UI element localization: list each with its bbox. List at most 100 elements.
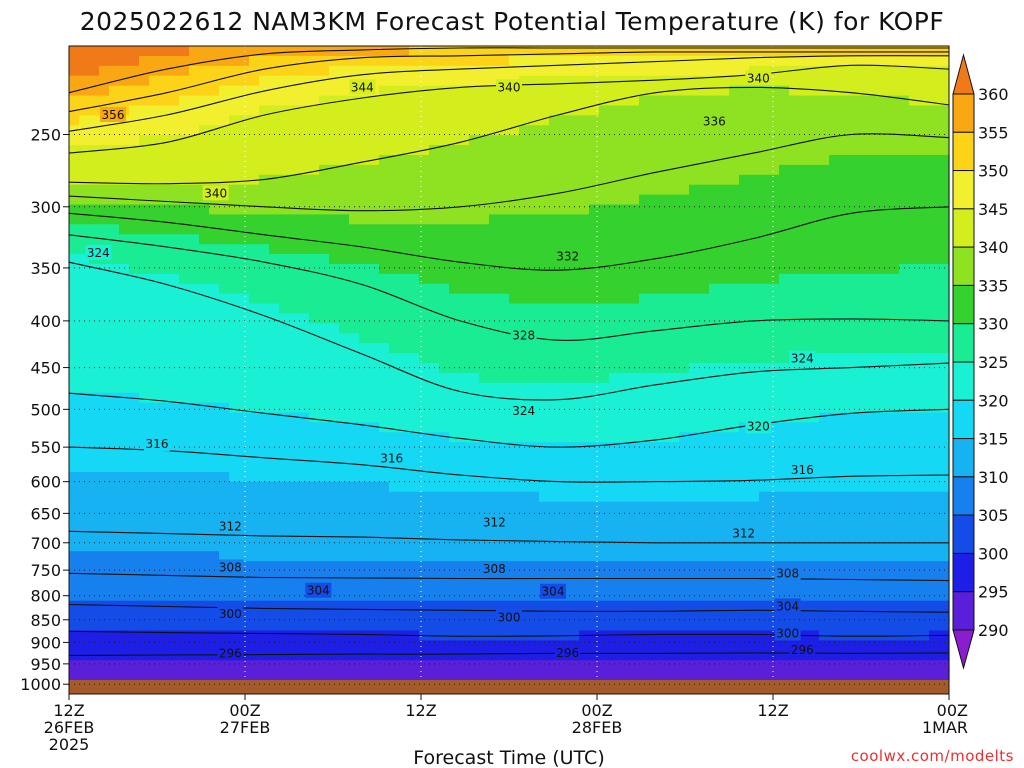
color-cell [399, 263, 410, 275]
color-cell [799, 125, 810, 136]
color-cell [269, 75, 280, 87]
color-cell [549, 65, 560, 77]
color-cell [339, 293, 350, 305]
color-cell [209, 600, 220, 612]
color-cell [399, 491, 410, 503]
color-cell [819, 372, 830, 384]
color-cell [379, 670, 390, 681]
color-cell [99, 412, 110, 424]
color-cell [409, 561, 420, 572]
color-cell [389, 561, 400, 572]
color-cell [759, 382, 770, 394]
color-cell [399, 580, 410, 592]
color-cell [459, 154, 470, 166]
color-cell [99, 580, 110, 592]
color-cell [699, 422, 710, 433]
color-cell [619, 521, 630, 533]
color-cell [839, 462, 850, 473]
color-cell [559, 353, 570, 364]
color-cell [479, 551, 490, 562]
color-cell [639, 551, 650, 562]
color-cell [359, 630, 370, 641]
color-cell [349, 194, 360, 206]
color-cell [529, 462, 540, 473]
color-cell [89, 660, 100, 671]
color-cell [419, 462, 430, 473]
color-cell [449, 412, 460, 424]
color-cell [569, 65, 580, 77]
color-cell [99, 333, 110, 344]
color-cell [759, 244, 770, 255]
color-cell [579, 95, 590, 107]
color-cell [129, 214, 140, 225]
color-cell [699, 303, 710, 315]
color-cell [839, 521, 850, 533]
color-cell [829, 154, 840, 166]
color-cell [139, 471, 150, 483]
color-cell [349, 600, 360, 612]
color-cell [99, 125, 110, 136]
color-cell [229, 333, 240, 344]
color-cell [379, 204, 390, 216]
color-cell [839, 432, 850, 443]
color-cell [199, 75, 210, 87]
color-cell [199, 491, 210, 503]
color-cell [469, 164, 480, 176]
color-cell [149, 471, 160, 483]
color-cell [359, 650, 370, 661]
color-cell [199, 135, 210, 146]
color-cell [79, 561, 90, 572]
color-cell [349, 95, 360, 107]
color-cell [589, 135, 600, 146]
color-cell [329, 333, 340, 344]
color-cell [609, 650, 620, 661]
color-cell [149, 254, 160, 265]
color-cell [389, 600, 400, 612]
color-cell [329, 46, 340, 57]
color-cell [799, 273, 810, 285]
color-cell [809, 125, 820, 136]
color-cell [559, 670, 570, 681]
color-cell [699, 323, 710, 334]
color-cell [239, 471, 250, 483]
color-cell [439, 184, 450, 196]
color-cell [799, 105, 810, 116]
color-cell [159, 412, 170, 424]
color-cell [99, 323, 110, 334]
color-cell [659, 115, 670, 126]
color-cell [609, 610, 620, 622]
color-cell [539, 571, 550, 582]
color-cell [609, 600, 620, 612]
color-cell [569, 561, 580, 572]
color-cell [689, 610, 700, 622]
color-cell [689, 343, 700, 354]
color-cell [129, 521, 140, 533]
color-cell [659, 194, 670, 206]
color-cell [759, 501, 770, 513]
color-cell [229, 491, 240, 503]
color-cell [829, 481, 840, 493]
color-cell [429, 452, 440, 463]
color-cell [449, 541, 460, 552]
color-cell [439, 571, 450, 582]
color-cell [229, 154, 240, 166]
color-cell [329, 580, 340, 592]
color-cell [829, 382, 840, 394]
color-cell [469, 392, 480, 404]
color-cell [539, 273, 550, 285]
color-cell [629, 184, 640, 196]
color-cell [589, 462, 600, 473]
color-cell [349, 174, 360, 186]
color-cell [739, 600, 750, 612]
color-cell [239, 491, 250, 503]
color-cell [99, 214, 110, 225]
color-cell [639, 55, 650, 67]
color-cell [159, 254, 170, 265]
color-cell [199, 333, 210, 344]
color-cell [169, 184, 180, 196]
color-cell [149, 333, 160, 344]
color-cell [739, 551, 750, 562]
color-cell [649, 412, 660, 424]
color-cell [719, 432, 730, 443]
color-cell [239, 313, 250, 324]
